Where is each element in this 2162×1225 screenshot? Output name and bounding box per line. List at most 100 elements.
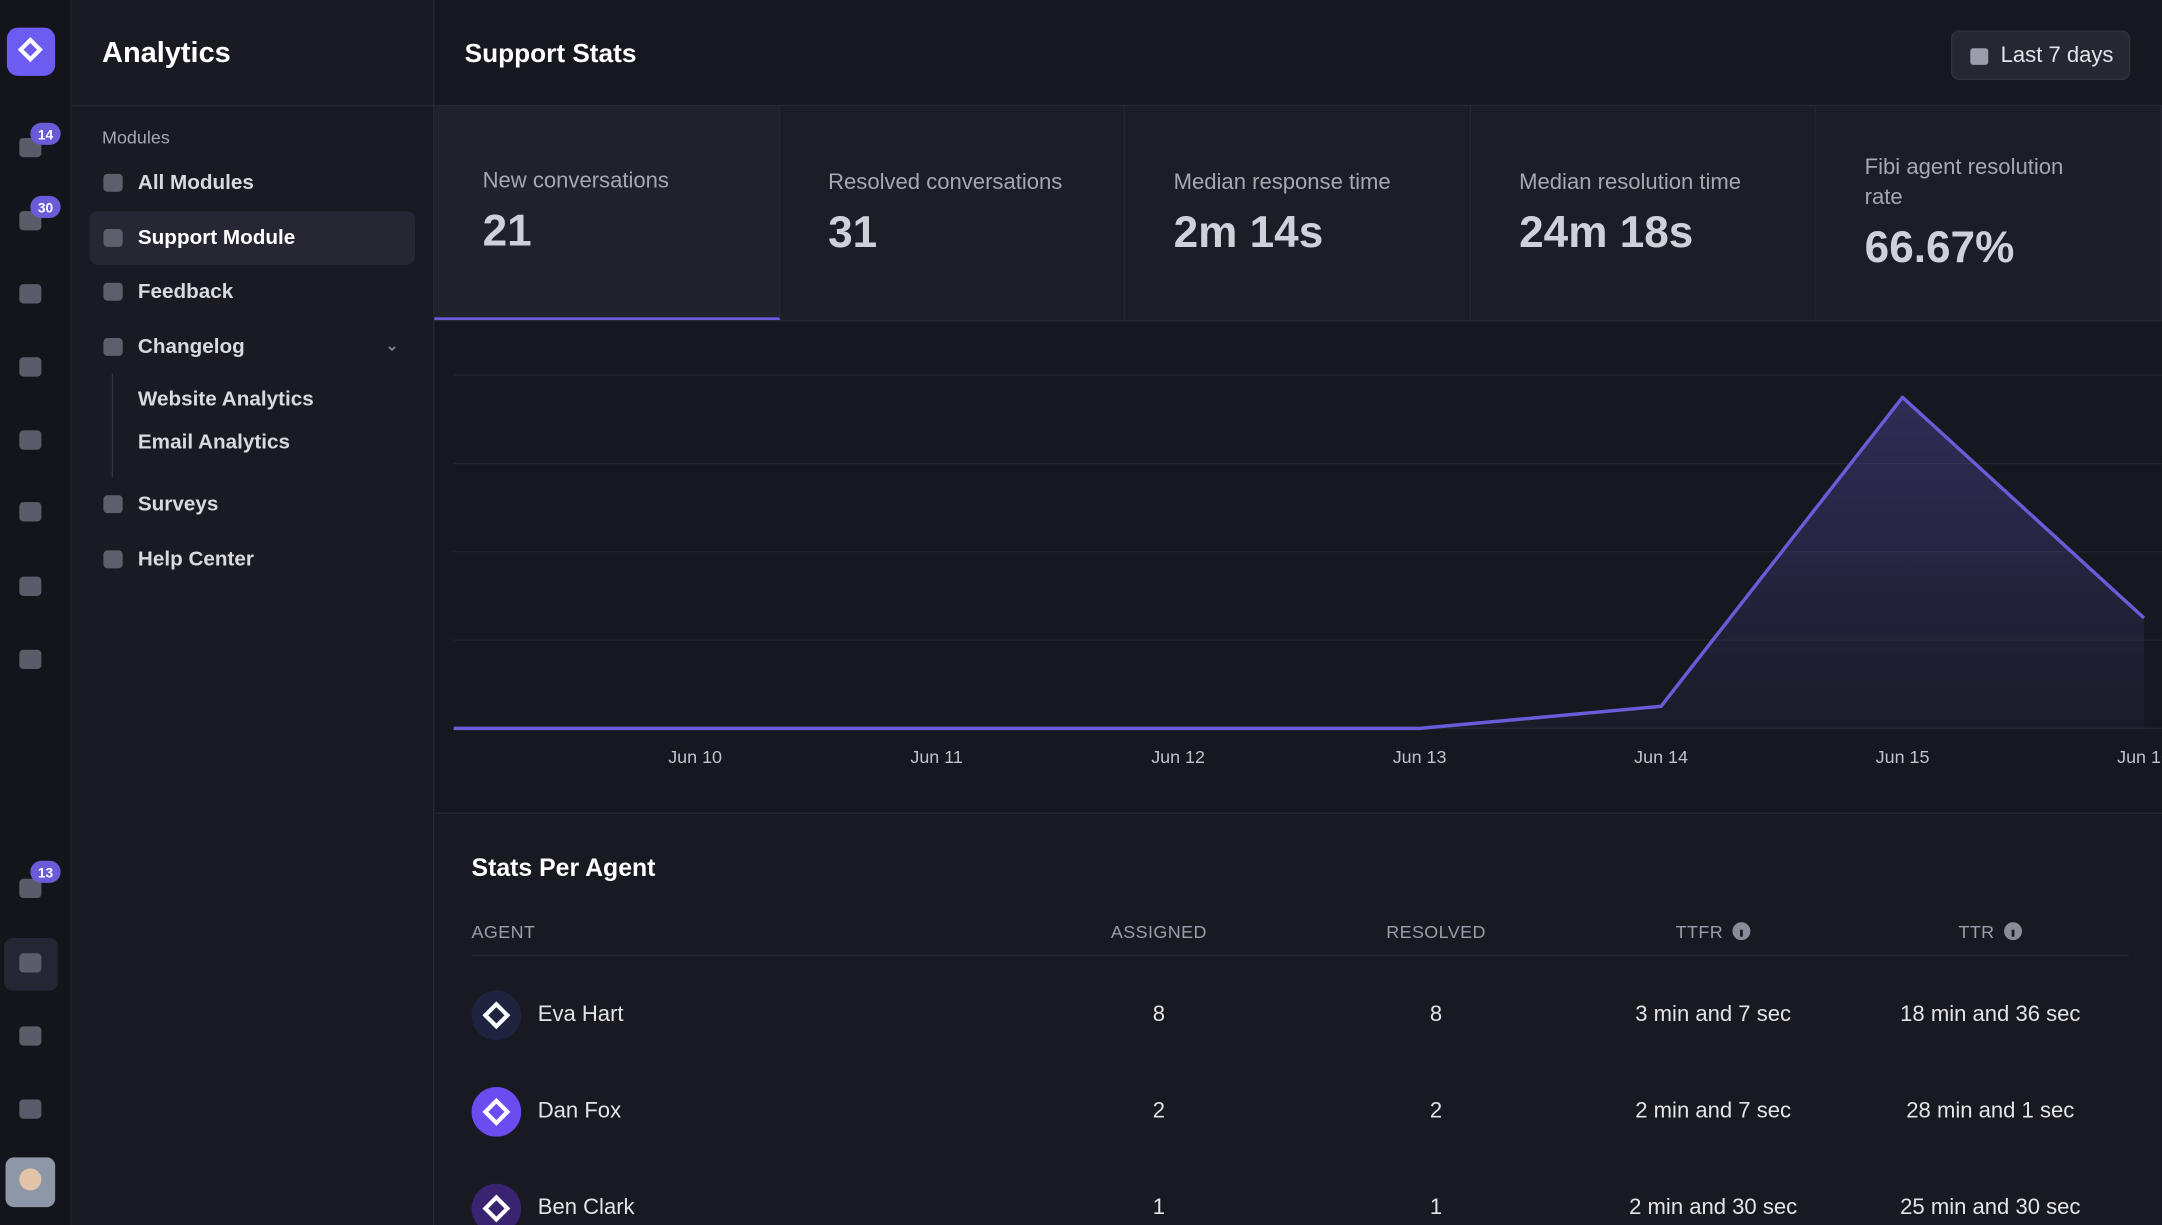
cell-text: 8 xyxy=(1152,1002,1166,1027)
avatar-bg xyxy=(471,990,522,1041)
nav-label: Changelog xyxy=(137,334,245,358)
stat-value: 2m 14s xyxy=(1173,206,1324,257)
info-icon xyxy=(1732,921,1750,940)
agent-avatar xyxy=(471,1183,522,1225)
rail-icon[interactable] xyxy=(19,284,42,304)
logo-mark xyxy=(17,37,43,63)
table-row: Eva Hart 8 8 3 min and 7 sec 18 min and 36 s… xyxy=(471,967,2129,1064)
nav-label: Surveys xyxy=(137,492,219,516)
table-cell: Ben Clark xyxy=(471,1183,1021,1225)
nav-label: All Modules xyxy=(137,171,254,195)
nav-label: Support Module xyxy=(137,225,296,249)
stat-card[interactable]: Fibi agent resolution rate 66.67% xyxy=(1816,106,2162,321)
stat-label: Median response time xyxy=(1173,171,1391,195)
rail-icon[interactable] xyxy=(19,357,42,377)
table-cell: 2 min and 30 sec xyxy=(1575,1196,1852,1221)
rail-icon[interactable] xyxy=(19,649,42,670)
logo[interactable] xyxy=(6,27,56,76)
x-tick-label: Jun 12 xyxy=(1151,747,1205,767)
cell-text: 2 xyxy=(1152,1099,1166,1123)
rail-icons: 14 30 13 xyxy=(4,27,61,1208)
stat-label: Resolved conversations xyxy=(828,171,1063,195)
column-label: TTR xyxy=(1958,920,1995,942)
nav-label: Feedback xyxy=(137,280,234,304)
stat-label: New conversations xyxy=(482,169,669,194)
nav-label: Help Center xyxy=(137,546,254,571)
table-cell: 1 xyxy=(1020,1196,1297,1221)
rail-icon[interactable] xyxy=(19,1099,42,1119)
page-title: Support Stats xyxy=(464,40,637,69)
nav-item[interactable]: Support Module xyxy=(89,210,416,265)
cell-text: 1 xyxy=(1429,1196,1443,1220)
avatar-bg xyxy=(471,1183,522,1225)
column-label: TTFR xyxy=(1675,920,1724,942)
stat-label: Fibi agent resolution rate xyxy=(1864,155,2064,210)
rail-icon[interactable] xyxy=(19,430,42,450)
rail-icon[interactable] xyxy=(19,878,42,899)
stat-card[interactable]: Median resolution time 24m 18s xyxy=(1470,106,1817,321)
nav-item[interactable]: Surveys xyxy=(90,477,415,531)
avatar-glyph xyxy=(482,1097,511,1126)
table-cell: 18 min and 36 sec xyxy=(1852,1003,2129,1028)
nav-icon xyxy=(103,549,123,568)
calendar-icon xyxy=(1970,48,1989,65)
cell-text: 2 min and 30 sec xyxy=(1629,1196,1798,1220)
table-cell: 8 xyxy=(1297,1003,1574,1028)
rail-icon[interactable] xyxy=(19,953,42,973)
badge-count: 30 xyxy=(38,200,54,215)
cell-text: 28 min and 1 sec xyxy=(1906,1099,2075,1123)
stat-card[interactable]: Resolved conversations 31 xyxy=(779,106,1126,321)
cell-text: Ben Clark xyxy=(537,1196,635,1220)
stat-value: 21 xyxy=(482,205,532,256)
rail-icon[interactable] xyxy=(19,576,42,596)
nav-icon xyxy=(103,173,123,192)
avatar-glyph xyxy=(482,1001,511,1030)
nav-item[interactable]: Changelog ⌄ xyxy=(90,319,415,373)
info-dot xyxy=(1739,929,1743,936)
table-cell: 25 min and 30 sec xyxy=(1852,1196,2129,1221)
date-range-button[interactable]: Last 7 days xyxy=(1951,30,2131,81)
nav-subitem[interactable]: Website Analytics xyxy=(137,387,314,412)
nav-item[interactable]: Feedback xyxy=(90,265,415,319)
nav-list: All Modules Support Module Feedback Changel… xyxy=(72,156,433,586)
stat-card[interactable]: Median response time 2m 14s xyxy=(1125,106,1471,321)
table-cell: 2 min and 7 sec xyxy=(1575,1099,1852,1124)
chart: Jun 10 Jun 11 Jun 12 Jun 13 Jun 14 Jun 15 Jun … xyxy=(453,374,2162,767)
nav-item[interactable]: Help Center xyxy=(90,532,415,586)
agent-table: Stats Per Agent AGENT ASSIGNED RESOLVED TTF… xyxy=(434,812,2162,1225)
table-cell: Eva Hart xyxy=(471,990,1021,1041)
nav-children: Website Analytics Email Analytics xyxy=(111,373,433,478)
column-label: ASSIGNED xyxy=(1110,920,1207,942)
stats-row: New conversations 21 Resolved conversation… xyxy=(434,106,2162,322)
date-range-label: Last 7 days xyxy=(2000,44,2114,68)
main-header: Support Stats Last 7 days xyxy=(434,0,2162,107)
x-tick-label: Jun 16 xyxy=(2117,747,2162,767)
nav-subitem[interactable]: Email Analytics xyxy=(137,430,291,454)
column-label: AGENT xyxy=(471,920,536,942)
column-header: AGENT xyxy=(472,921,1021,942)
badge-count: 13 xyxy=(38,865,54,880)
x-tick-label: Jun 15 xyxy=(1876,747,1930,767)
nav-item[interactable]: All Modules xyxy=(90,156,415,210)
rail-icon[interactable] xyxy=(19,1026,42,1046)
rail-icon[interactable] xyxy=(19,502,42,522)
x-tick-label: Jun 14 xyxy=(1634,747,1688,767)
table-header: AGENT ASSIGNED RESOLVED TTFR TTR xyxy=(471,908,2129,956)
badge xyxy=(30,195,61,218)
avatar-face xyxy=(19,1168,42,1191)
x-tick-label: Jun 10 xyxy=(668,747,722,767)
table-cell: 2 xyxy=(1297,1099,1574,1124)
stat-label: Median resolution time xyxy=(1519,171,1742,195)
sidebar-header: Analytics xyxy=(71,0,433,107)
stat-card[interactable]: New conversations 21 xyxy=(434,106,780,321)
table-row: Ben Clark 1 1 2 min and 30 sec 25 min and 30… xyxy=(471,1160,2129,1225)
nav-icon xyxy=(103,495,123,514)
column-header: ASSIGNED xyxy=(1020,921,1297,942)
info-icon xyxy=(2003,921,2022,940)
table-cell: 2 xyxy=(1020,1099,1297,1124)
nav-icon xyxy=(103,228,123,247)
table-row: Dan Fox 2 2 2 min and 7 sec 28 min and 1 sec xyxy=(471,1064,2129,1161)
column-header: RESOLVED xyxy=(1297,921,1574,942)
